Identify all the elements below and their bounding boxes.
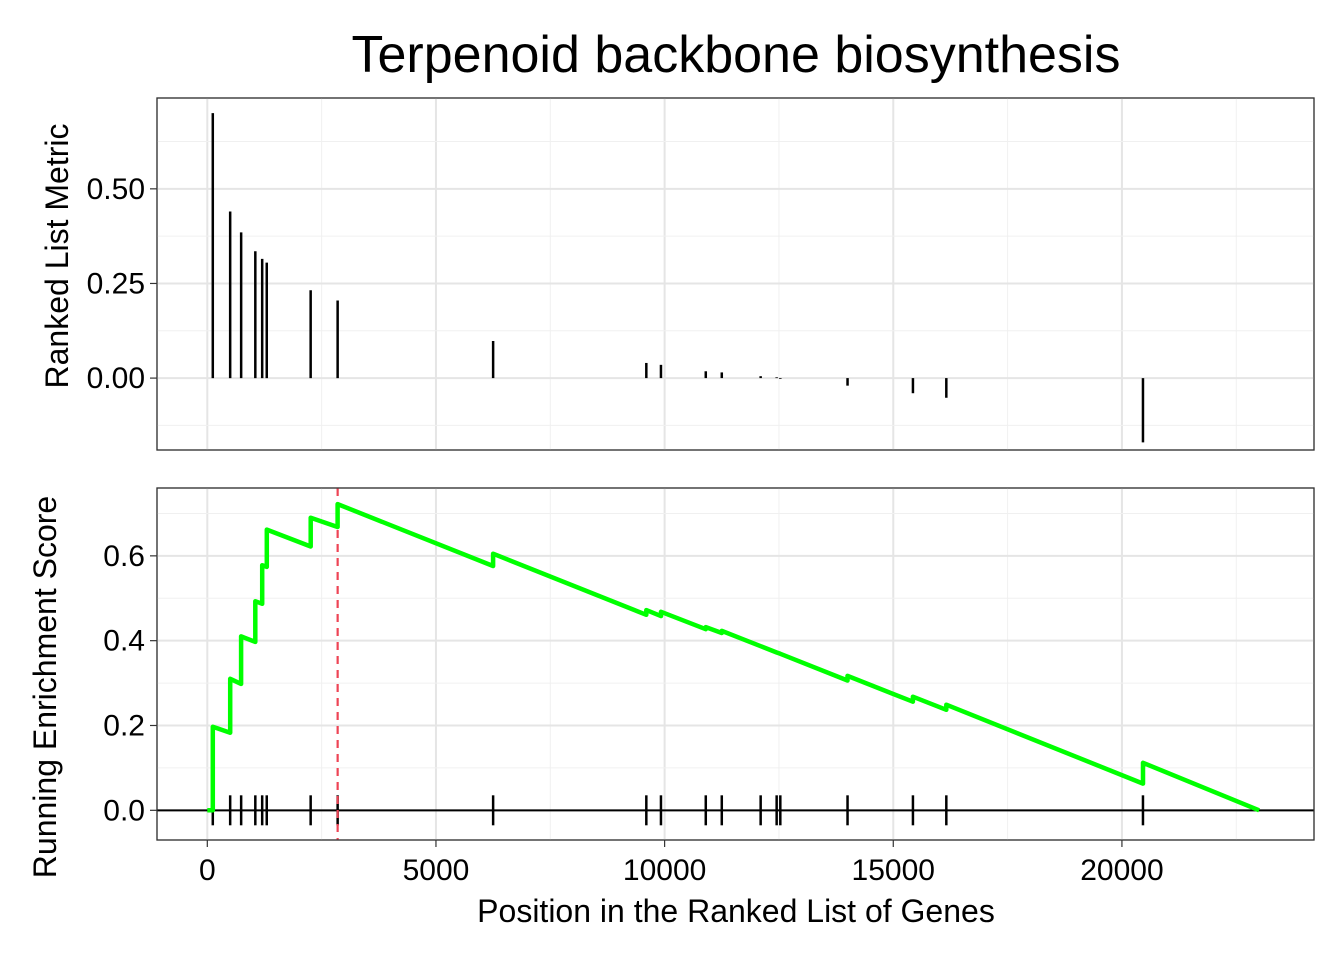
x-tick-label: 10000 <box>623 854 706 887</box>
running-enrichment-y-ticks: 0.0 0.2 0.4 0.6 <box>103 540 157 827</box>
x-tick-label: 15000 <box>852 854 935 887</box>
running-enrichment-panel-border <box>156 487 1315 841</box>
y-tick-label: 0.25 <box>87 267 145 300</box>
ranked-metric-gridlines <box>157 98 1314 450</box>
y-tick-label: 0.0 <box>103 794 145 827</box>
y-tick-label: 0.2 <box>103 709 145 742</box>
ranked-metric-y-ticks: 0.00 0.25 0.50 <box>87 173 157 395</box>
x-axis-ticks: 0 5000 10000 15000 20000 <box>199 840 1164 887</box>
running-enrichment-panel-background <box>156 487 1315 841</box>
ranked-metric-panel-background <box>156 97 1315 451</box>
x-tick-label: 5000 <box>403 854 470 887</box>
running-enrichment-line <box>207 501 1260 813</box>
ranked-metric-bars <box>211 113 1145 443</box>
x-axis-title: Position in the Ranked List of Genes <box>477 893 995 929</box>
ranked-metric-panel-border <box>156 97 1315 451</box>
y-tick-label: 0.6 <box>103 540 145 573</box>
chart-title: Terpenoid backbone biosynthesis <box>352 26 1121 84</box>
y-tick-label: 0.50 <box>87 173 145 206</box>
running-enrichment-marks <box>157 488 1314 840</box>
ranked-metric-y-axis-title: Ranked List Metric <box>39 124 75 389</box>
x-tick-label: 0 <box>199 854 216 887</box>
y-tick-label: 0.00 <box>87 362 145 395</box>
ranked-metric-panel: 0.00 0.25 0.50 <box>87 97 1315 451</box>
running-enrichment-panel: 0.0 0.2 0.4 0.6 0 5000 10000 15000 20000 <box>103 487 1315 887</box>
x-tick-label: 20000 <box>1080 854 1163 887</box>
running-enrichment-y-axis-title: Running Enrichment Score <box>27 496 63 878</box>
y-tick-label: 0.4 <box>103 625 145 658</box>
